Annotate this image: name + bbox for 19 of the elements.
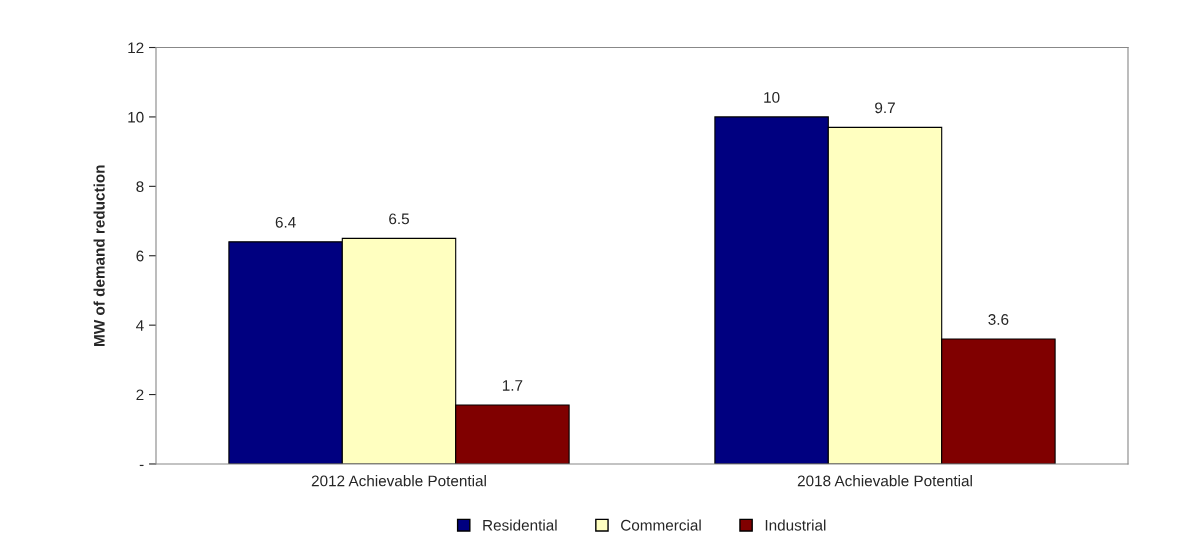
data-label: 10 [764,91,780,103]
y-tick-label: 12 [128,42,144,54]
y-axis-title: MW of demand reduction [93,165,105,346]
y-tick-label: 8 [136,181,144,193]
y-tick-label: 10 [128,111,144,123]
y-tick-label: 2 [136,389,144,401]
y-tick-label: 6 [136,250,144,262]
data-label: 9.7 [875,102,895,114]
y-tick-label: - [139,464,144,467]
legend-label: Commercial [621,519,701,531]
legend-label: Residential [483,519,557,531]
legend-label: Industrial [765,519,826,531]
y-tick-label: 4 [136,320,144,331]
x-tick-label: 2018 Achievable Potential [797,475,972,487]
x-tick-label: 2012 Achievable Potential [311,475,486,487]
data-label: 6.5 [389,213,409,225]
data-label: 6.4 [275,216,296,228]
data-label: 1.7 [502,380,523,391]
data-label: 3.6 [988,314,1009,325]
